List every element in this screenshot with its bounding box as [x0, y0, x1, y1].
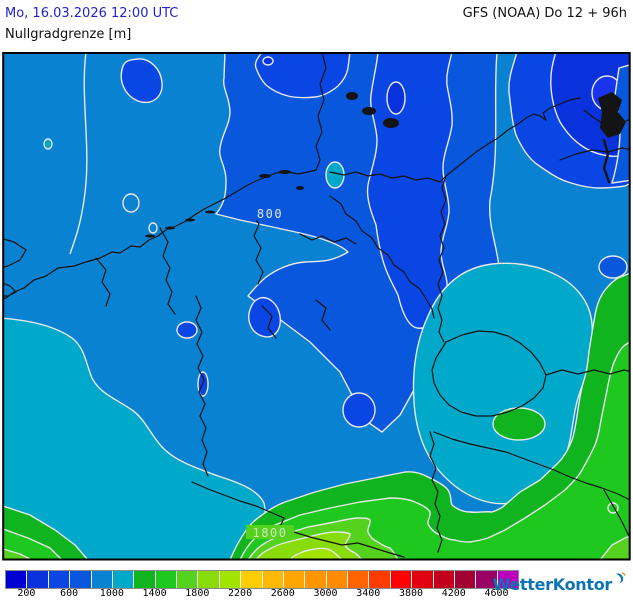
legend-tick-label: 2600	[270, 588, 295, 599]
legend-band	[389, 571, 412, 588]
legend-band	[154, 571, 176, 588]
legend-band	[347, 571, 369, 588]
contour-label-1800: 1800	[253, 526, 288, 540]
geo-islands	[145, 92, 626, 238]
legend-strip	[5, 570, 519, 589]
legend-band	[133, 571, 155, 588]
run-datetime: Mo, 16.03.2026 12:00 UTC	[5, 6, 179, 21]
legend-band	[475, 571, 497, 588]
legend-band	[90, 571, 112, 588]
legend-tick-label: 4200	[441, 588, 466, 599]
weather-map: 800 1800	[2, 52, 631, 561]
legend-band	[411, 571, 433, 588]
legend-band	[6, 571, 27, 588]
legend-tick-label: 3400	[356, 588, 381, 599]
legend-tick-label: 200	[17, 588, 36, 599]
legend-ticks: 200 600 1000 1400 1800 2200 2600 3000 3400 3800 42…	[0, 588, 633, 600]
legend-tick-label: 600	[60, 588, 79, 599]
contour-fill-regions	[4, 54, 629, 559]
legend-band	[368, 571, 390, 588]
legend-band	[47, 571, 70, 588]
map-frame	[2, 52, 631, 561]
legend-band	[197, 571, 219, 588]
legend-band	[282, 571, 305, 588]
legend-band	[453, 571, 476, 588]
legend-band	[176, 571, 198, 588]
legend-tick-label: 1400	[142, 588, 167, 599]
legend-tick-label: 2200	[228, 588, 253, 599]
legend-band	[69, 571, 91, 588]
legend-tick-label: 4600	[484, 588, 509, 599]
parameter-title: Nullgradgrenze [m]	[5, 27, 132, 42]
legend-band	[218, 571, 241, 588]
brand-swirl-icon	[613, 569, 626, 588]
legend-band	[240, 571, 262, 588]
legend-tick-label: 3000	[313, 588, 338, 599]
brand-logo: WetterKontor	[492, 572, 626, 594]
brand-name: WetterKontor	[492, 575, 613, 594]
contour-label-800: 800	[257, 207, 283, 221]
legend-band	[261, 571, 283, 588]
legend-band	[432, 571, 454, 588]
contour-labels: 800 1800	[246, 207, 294, 540]
legend-band	[304, 571, 326, 588]
legend-tick-label: 1800	[185, 588, 210, 599]
model-info: GFS (NOAA) Do 12 + 96h	[462, 6, 627, 21]
legend-band	[111, 571, 134, 588]
legend-band	[496, 571, 518, 588]
extra-contours	[69, 54, 88, 255]
legend-tick-label: 1000	[99, 588, 124, 599]
legend-band	[325, 571, 347, 588]
legend-band	[26, 571, 48, 588]
legend-tick-label: 3800	[398, 588, 424, 599]
